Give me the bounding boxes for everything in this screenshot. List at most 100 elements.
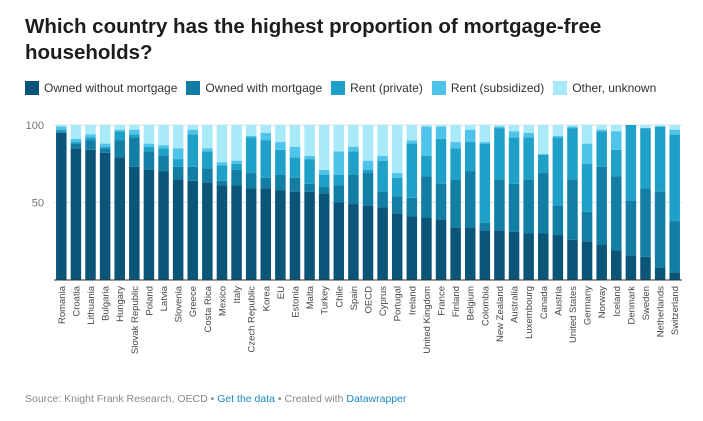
bar-segment-hungary-0 xyxy=(114,157,125,280)
bar-segment-portugal-4 xyxy=(391,125,403,174)
bar-segment-luxembourg-4 xyxy=(523,125,534,133)
x-tick-label: Poland xyxy=(144,286,155,316)
bar-segment-sweden-1 xyxy=(640,188,651,257)
x-tick-label: Hungary xyxy=(115,286,126,322)
bar-segment-slovak-republic-0 xyxy=(129,166,140,280)
bar-segment-greece-3 xyxy=(187,129,199,135)
bar-segment-germany-3 xyxy=(581,143,593,164)
bar-segment-cyprus-4 xyxy=(377,125,388,156)
bar-segment-switzerland-2 xyxy=(669,134,680,222)
bar-segment-australia-0 xyxy=(508,231,520,280)
x-tick-label: Cyprus xyxy=(378,286,389,316)
datawrapper-link[interactable]: Datawrapper xyxy=(346,393,407,405)
bar-segment-poland-4 xyxy=(143,125,155,144)
bar-segment-netherlands-1 xyxy=(654,191,666,268)
bar-segment-czech-republic-4 xyxy=(245,125,257,136)
source-note: Source: Knight Frank Research, OECD xyxy=(25,393,208,405)
bar-segment-germany-4 xyxy=(581,125,593,144)
bar-segment-portugal-2 xyxy=(391,177,403,197)
bar-segment-italy-0 xyxy=(231,185,242,280)
bar-segment-costa-rica-2 xyxy=(202,151,213,169)
bar-segment-new-zealand-2 xyxy=(494,128,505,180)
bar-segment-mexico-4 xyxy=(216,125,228,163)
bar-segment-korea-2 xyxy=(260,140,272,178)
legend-item-4: Other, unknown xyxy=(553,81,656,95)
x-tick-label: Bulgaria xyxy=(101,285,112,321)
x-tick-label: Sweden xyxy=(641,286,652,320)
bar-segment-chile-1 xyxy=(333,185,345,203)
bar-segment-finland-4 xyxy=(450,125,461,143)
bar-segment-oecd-4 xyxy=(362,125,374,161)
bar-segment-new-zealand-1 xyxy=(494,179,505,231)
bar-segment-belgium-1 xyxy=(464,171,476,228)
bar-segment-romania-3 xyxy=(56,126,67,130)
bar-segment-cyprus-3 xyxy=(377,156,388,161)
bar-segment-finland-0 xyxy=(450,227,461,280)
bar-segment-greece-0 xyxy=(187,180,199,280)
bar-segment-belgium-0 xyxy=(464,227,476,280)
bar-segment-czech-republic-0 xyxy=(245,188,257,280)
bar-segment-hungary-4 xyxy=(114,125,125,130)
legend-item-0: Owned without mortgage xyxy=(25,81,177,95)
bar-segment-mexico-0 xyxy=(216,185,228,280)
x-tick-label: Colombia xyxy=(480,285,491,326)
bar-segment-ireland-0 xyxy=(406,216,418,280)
legend-item-1: Owned with mortgage xyxy=(186,81,322,95)
x-tick-label: Norway xyxy=(597,286,608,318)
x-tick-label: Ireland xyxy=(407,286,418,315)
bar-segment-ireland-2 xyxy=(406,143,418,198)
bar-segment-italy-4 xyxy=(231,125,242,161)
bar-segment-norway-3 xyxy=(596,129,607,132)
bar-segment-greece-2 xyxy=(187,134,199,167)
x-tick-label: Austria xyxy=(553,285,564,315)
bar-segment-france-2 xyxy=(435,138,447,184)
x-tick-label: Costa Rica xyxy=(203,285,214,332)
bar-segment-germany-0 xyxy=(581,241,593,280)
bar-segment-canada-4 xyxy=(538,125,549,155)
bar-segment-malta-3 xyxy=(304,156,315,160)
bar-segment-norway-4 xyxy=(596,125,607,130)
bar-segment-spain-2 xyxy=(348,151,359,175)
legend-swatch xyxy=(553,81,568,95)
bar-segment-estonia-0 xyxy=(289,191,301,280)
x-tick-label: OECD xyxy=(364,286,375,314)
bar-segment-austria-1 xyxy=(552,205,564,236)
x-tick-label: New Zealand xyxy=(495,286,506,342)
bar-segment-finland-2 xyxy=(450,148,461,180)
bar-segment-slovenia-0 xyxy=(172,179,184,280)
get-the-data-link[interactable]: Get the data xyxy=(217,393,275,405)
bar-segment-netherlands-0 xyxy=(654,267,666,280)
bar-segment-poland-3 xyxy=(143,143,155,147)
bar-segment-united-states-4 xyxy=(567,125,578,127)
x-tick-label: Slovak Republic xyxy=(130,286,141,354)
bar-segment-colombia-0 xyxy=(479,230,491,280)
y-tick-label: 50 xyxy=(32,198,44,210)
bar-segment-belgium-2 xyxy=(464,142,476,172)
legend-label: Other, unknown xyxy=(572,81,657,95)
bar-segment-new-zealand-3 xyxy=(494,126,505,129)
bar-segment-finland-3 xyxy=(450,142,461,149)
bar-segment-czech-republic-2 xyxy=(245,137,257,174)
bar-segment-romania-4 xyxy=(56,125,67,127)
bar-segment-mexico-2 xyxy=(216,165,228,181)
bar-segment-costa-rica-3 xyxy=(202,148,213,152)
bar-segment-chile-2 xyxy=(333,174,345,186)
bar-segment-colombia-1 xyxy=(479,222,491,231)
bar-segment-sweden-0 xyxy=(640,256,651,280)
bar-segment-ireland-1 xyxy=(406,197,418,217)
bar-segment-luxembourg-0 xyxy=(523,233,534,280)
bar-segment-australia-4 xyxy=(508,125,520,132)
x-tick-label: Spain xyxy=(349,286,360,310)
bar-segment-australia-3 xyxy=(508,131,520,138)
bar-segment-france-0 xyxy=(435,219,447,280)
bar-segment-croatia-1 xyxy=(70,143,82,149)
bar-segment-united-states-2 xyxy=(567,128,578,180)
bar-segment-eu-1 xyxy=(275,174,286,191)
bar-segment-portugal-0 xyxy=(391,213,403,280)
bar-segment-colombia-3 xyxy=(479,142,491,144)
bar-segment-latvia-3 xyxy=(158,145,169,149)
bar-segment-chile-0 xyxy=(333,202,345,280)
bar-segment-cyprus-2 xyxy=(377,160,388,192)
bar-segment-iceland-1 xyxy=(611,176,622,251)
bar-segment-latvia-1 xyxy=(158,156,169,172)
